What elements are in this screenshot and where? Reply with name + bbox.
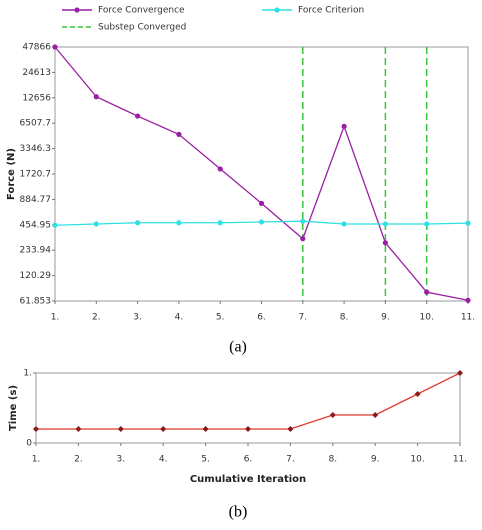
caption: (b) — [229, 504, 248, 521]
x-tick-label: 2. — [74, 455, 83, 465]
x-tick-label: 2. — [92, 313, 101, 323]
marker — [52, 222, 58, 228]
legend-label: Force Criterion — [298, 6, 364, 16]
legend-label: Substep Converged — [98, 23, 186, 33]
marker — [176, 220, 182, 226]
y-tick-label: 47866 — [22, 43, 51, 53]
y-tick-label: 3346.3 — [20, 144, 52, 154]
y-tick-label: 6507.7 — [20, 119, 52, 129]
x-tick-label: 9. — [381, 313, 390, 323]
marker — [245, 426, 251, 432]
marker — [75, 426, 82, 432]
legend-marker — [274, 7, 280, 13]
marker — [465, 297, 471, 303]
x-tick-label: 9. — [371, 455, 380, 465]
x-tick-label: 3. — [133, 313, 142, 323]
y-tick-label: 1720.7 — [20, 169, 52, 179]
marker — [424, 221, 430, 227]
marker — [457, 370, 463, 376]
x-tick-label: 4. — [175, 313, 184, 323]
marker — [176, 131, 182, 137]
marker — [287, 426, 294, 432]
marker — [341, 221, 347, 227]
x-tick-label: 4. — [159, 455, 168, 465]
y-tick-label: 12656 — [22, 93, 51, 103]
marker — [424, 289, 430, 295]
legend-label: Force Convergence — [98, 6, 185, 16]
y-tick-label: 1. — [23, 369, 32, 379]
x-tick-label: 3. — [117, 455, 126, 465]
x-tick-label: 11. — [453, 455, 467, 465]
x-tick-label: 5. — [216, 313, 225, 323]
marker — [258, 200, 265, 206]
x-tick-label: 10. — [420, 313, 434, 323]
x-tick-label: 6. — [257, 313, 266, 323]
x-tick-label: 7. — [286, 455, 295, 465]
x-axis-title: Cumulative Iteration — [190, 474, 306, 485]
x-tick-label: 10. — [410, 455, 424, 465]
marker — [217, 220, 223, 226]
marker — [33, 426, 39, 432]
x-tick-label: 8. — [329, 455, 338, 465]
x-tick-label: 8. — [340, 313, 349, 323]
x-tick-label: 6. — [244, 455, 253, 465]
marker — [341, 123, 347, 129]
x-tick-label: 7. — [299, 313, 308, 323]
marker — [300, 236, 306, 242]
y-tick-label: 61.853 — [20, 297, 52, 307]
marker — [93, 221, 99, 227]
marker — [329, 412, 336, 418]
marker — [93, 94, 99, 100]
y-tick-label: 884.77 — [20, 195, 52, 205]
x-tick-label: 1. — [32, 455, 41, 465]
plot-area — [54, 46, 469, 302]
marker — [117, 426, 124, 432]
y-tick-label: 0 — [26, 439, 32, 449]
plot-area — [35, 372, 461, 444]
x-tick-label: 5. — [201, 455, 210, 465]
x-tick-label: 1. — [51, 313, 60, 323]
marker — [135, 113, 141, 119]
marker — [414, 391, 421, 397]
y-axis-title: Time (s) — [8, 385, 19, 431]
marker — [372, 412, 379, 418]
legend-marker — [74, 7, 80, 13]
marker — [300, 218, 306, 224]
x-tick-label: 11. — [461, 313, 475, 323]
marker — [52, 44, 58, 50]
y-tick-label: 233.94 — [20, 246, 52, 256]
y-tick-label: 454.95 — [20, 220, 52, 230]
marker — [202, 426, 209, 432]
marker — [382, 240, 388, 246]
marker — [135, 220, 141, 226]
y-axis-title: Force (N) — [6, 148, 17, 200]
marker — [217, 166, 223, 172]
marker — [382, 221, 388, 227]
marker — [160, 426, 167, 432]
marker — [258, 219, 265, 225]
y-tick-label: 24613 — [22, 68, 51, 78]
y-tick-label: 120.29 — [20, 271, 52, 281]
marker — [465, 220, 471, 226]
caption: (a) — [229, 339, 247, 356]
